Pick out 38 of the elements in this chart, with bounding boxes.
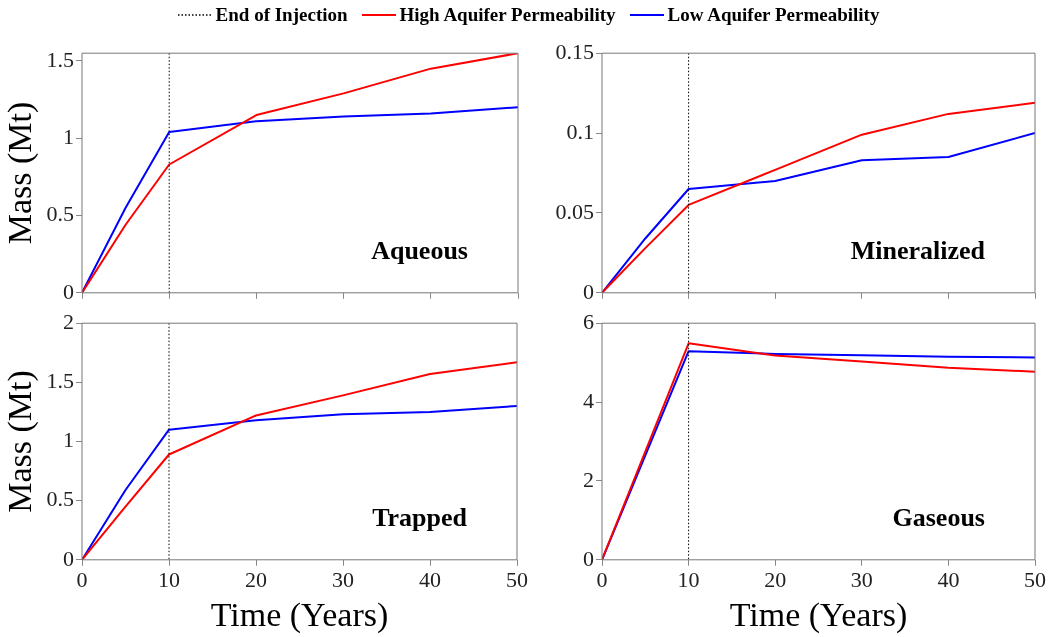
y-tick-label: 0 xyxy=(583,545,594,571)
x-tick-label: 40 xyxy=(937,566,960,592)
legend-label: End of Injection xyxy=(215,3,348,27)
y-tick-label: 2 xyxy=(583,466,594,492)
y-tick-label: 4 xyxy=(583,387,594,413)
x-tick-label: 20 xyxy=(245,566,267,592)
x-tick-label: 10 xyxy=(677,566,700,592)
y-tick-label: 6 xyxy=(583,308,594,334)
y-tick-label: 0.1 xyxy=(566,118,594,144)
y-tick-label: 0 xyxy=(583,278,594,304)
y-tick-label: 1 xyxy=(63,124,74,149)
x-tick-label: 40 xyxy=(419,566,441,592)
y-tick-label: 0.5 xyxy=(46,201,74,227)
x-tick-label: 50 xyxy=(506,566,528,592)
y-tick-label: 0 xyxy=(63,545,74,571)
x-axis-title: Time (Years) xyxy=(210,595,389,634)
y-tick-label: 0.5 xyxy=(46,486,74,512)
x-tick-label: 30 xyxy=(850,566,873,592)
y-axis-title: Mass (Mt) xyxy=(1,101,40,245)
annotation: Aqueous xyxy=(371,235,468,265)
x-tick-label: 30 xyxy=(332,566,354,592)
x-tick-label: 20 xyxy=(764,566,787,592)
y-tick-label: 1.5 xyxy=(46,46,74,72)
y-tick-label: 0.15 xyxy=(555,38,594,64)
x-axis-title: Time (Years) xyxy=(729,595,908,634)
x-tick-label: 50 xyxy=(1024,566,1046,592)
y-tick-label: 0.05 xyxy=(555,198,594,224)
y-tick-label: 2 xyxy=(63,308,74,334)
y-tick-label: 0 xyxy=(63,278,74,304)
annotation: Gaseous xyxy=(892,502,985,532)
y-axis-title: Mass (Mt) xyxy=(1,370,40,513)
y-tick-label: 1.5 xyxy=(46,368,74,394)
x-tick-label: 10 xyxy=(158,566,180,592)
y-tick-label: 1 xyxy=(63,427,74,453)
legend-label: Low Aquifer Permeability xyxy=(667,3,880,27)
legend-label: High Aquifer Permeability xyxy=(399,3,616,27)
annotation: Mineralized xyxy=(850,235,986,265)
annotation: Trapped xyxy=(372,502,468,532)
